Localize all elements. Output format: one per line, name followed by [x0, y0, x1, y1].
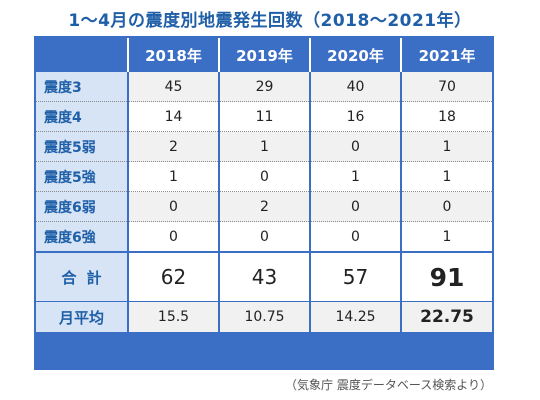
table-cell: 0	[400, 191, 492, 222]
table-cell: 0	[309, 221, 401, 251]
header-corner	[36, 38, 128, 72]
table-row: 震度3 45 29 40 70	[36, 72, 492, 102]
table-row: 震度4 14 11 16 18	[36, 101, 492, 132]
table-row: 震度6強 0 0 0 1	[36, 221, 492, 251]
column-header: 2018年	[127, 38, 219, 72]
table-cell: 0	[127, 221, 219, 251]
table-cell: 11	[218, 101, 310, 132]
table-cell: 2	[218, 191, 310, 222]
earthquake-count-table: 2018年 2019年 2020年 2021年 震度3 45 29 40 70 …	[36, 38, 492, 332]
total-separator	[36, 251, 492, 253]
table-cell: 29	[218, 72, 310, 102]
average-cell: 10.75	[218, 301, 310, 332]
table-cell: 0	[218, 161, 310, 192]
table-cell: 40	[309, 72, 401, 102]
row-label: 震度6強	[36, 221, 128, 251]
table-cell: 1	[309, 161, 401, 192]
column-header: 2020年	[309, 38, 401, 72]
column-header: 2019年	[218, 38, 310, 72]
average-row: 月平均 15.5 10.75 14.25 22.75	[36, 301, 492, 332]
table-cell: 1	[400, 131, 492, 162]
row-label: 震度4	[36, 101, 128, 132]
total-cell-highlight: 91	[400, 253, 492, 302]
average-cell: 15.5	[127, 301, 219, 332]
total-label: 合計	[36, 253, 128, 302]
column-header: 2021年	[400, 38, 492, 72]
table-cell: 14	[127, 101, 219, 132]
table-cell: 0	[309, 191, 401, 222]
row-label: 震度6弱	[36, 191, 128, 222]
table-cell: 0	[127, 191, 219, 222]
table-cell: 0	[309, 131, 401, 162]
table-row: 震度5強 1 0 1 1	[36, 161, 492, 192]
chart-title: 1〜4月の震度別地震発生回数（2018〜2021年）	[68, 11, 472, 31]
total-cell: 57	[309, 253, 401, 302]
table-cell: 45	[127, 72, 219, 102]
average-cell: 14.25	[309, 301, 401, 332]
average-cell-highlight: 22.75	[400, 301, 492, 332]
table-cell: 1	[400, 221, 492, 251]
table-cell: 1	[127, 161, 219, 192]
table-cell: 1	[218, 131, 310, 162]
table-row: 震度5弱 2 1 0 1	[36, 131, 492, 162]
row-label: 震度5弱	[36, 131, 128, 162]
total-cell: 62	[127, 253, 219, 302]
source-note: （気象庁 震度データベース検索より）	[285, 378, 492, 392]
average-label: 月平均	[36, 301, 128, 332]
table-cell: 70	[400, 72, 492, 102]
separator-line	[36, 251, 492, 253]
table-cell: 16	[309, 101, 401, 132]
table-row: 震度6弱 0 2 0 0	[36, 191, 492, 222]
table-cell: 0	[218, 221, 310, 251]
total-row: 合計 62 43 57 91	[36, 253, 492, 302]
total-cell: 43	[218, 253, 310, 302]
table-cell: 18	[400, 101, 492, 132]
table-cell: 1	[400, 161, 492, 192]
row-label: 震度5強	[36, 161, 128, 192]
header-row: 2018年 2019年 2020年 2021年	[36, 38, 492, 72]
table-cell: 2	[127, 131, 219, 162]
row-label: 震度3	[36, 72, 128, 102]
